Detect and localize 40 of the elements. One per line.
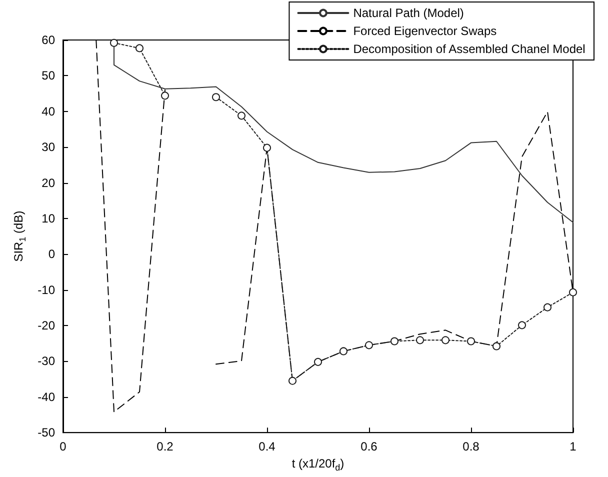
legend-label: Forced Eigenvector Swaps	[353, 24, 497, 38]
x-tick-label: 1	[570, 440, 577, 454]
y-tick-label: 0	[48, 247, 56, 262]
y-tick-label: -30	[38, 354, 56, 368]
x-tick-label: 0.6	[360, 440, 378, 454]
y-tick-label: 10	[42, 211, 56, 226]
y-tick-label: -10	[38, 282, 56, 297]
point	[212, 93, 220, 102]
point	[416, 336, 424, 344]
x-tick-label: 0.8	[462, 440, 480, 454]
point	[238, 112, 246, 120]
point	[467, 337, 475, 346]
point	[365, 341, 373, 350]
y-tick-label: -40	[38, 390, 56, 404]
point	[442, 336, 450, 344]
y-tick-label: 50	[42, 68, 56, 83]
y-axis-title: SIR1 (dB)	[11, 210, 28, 262]
point	[340, 347, 348, 356]
x-tick-label: 0	[60, 440, 67, 454]
point	[492, 342, 500, 350]
legend-label: Decomposition of Assembled Chanel Model	[353, 42, 586, 56]
point	[314, 358, 322, 366]
point	[390, 337, 398, 346]
y-tick-label: -50	[38, 426, 56, 440]
point	[263, 144, 271, 152]
point	[544, 303, 552, 312]
point	[288, 376, 296, 385]
y-tick-label: 20	[42, 176, 56, 190]
x-tick-label: 0.4	[258, 440, 276, 454]
point	[518, 321, 526, 330]
y-tick-label: 60	[42, 33, 56, 47]
y-tick-label: -20	[38, 318, 56, 333]
point	[161, 92, 169, 100]
x-tick-label: 0.2	[156, 440, 174, 454]
legend-label: Natural Path (Model)	[353, 6, 464, 20]
point	[110, 38, 118, 47]
y-tick-label: 40	[42, 104, 56, 118]
point	[136, 44, 144, 52]
point	[569, 288, 577, 296]
y-tick-label: 30	[42, 140, 56, 154]
